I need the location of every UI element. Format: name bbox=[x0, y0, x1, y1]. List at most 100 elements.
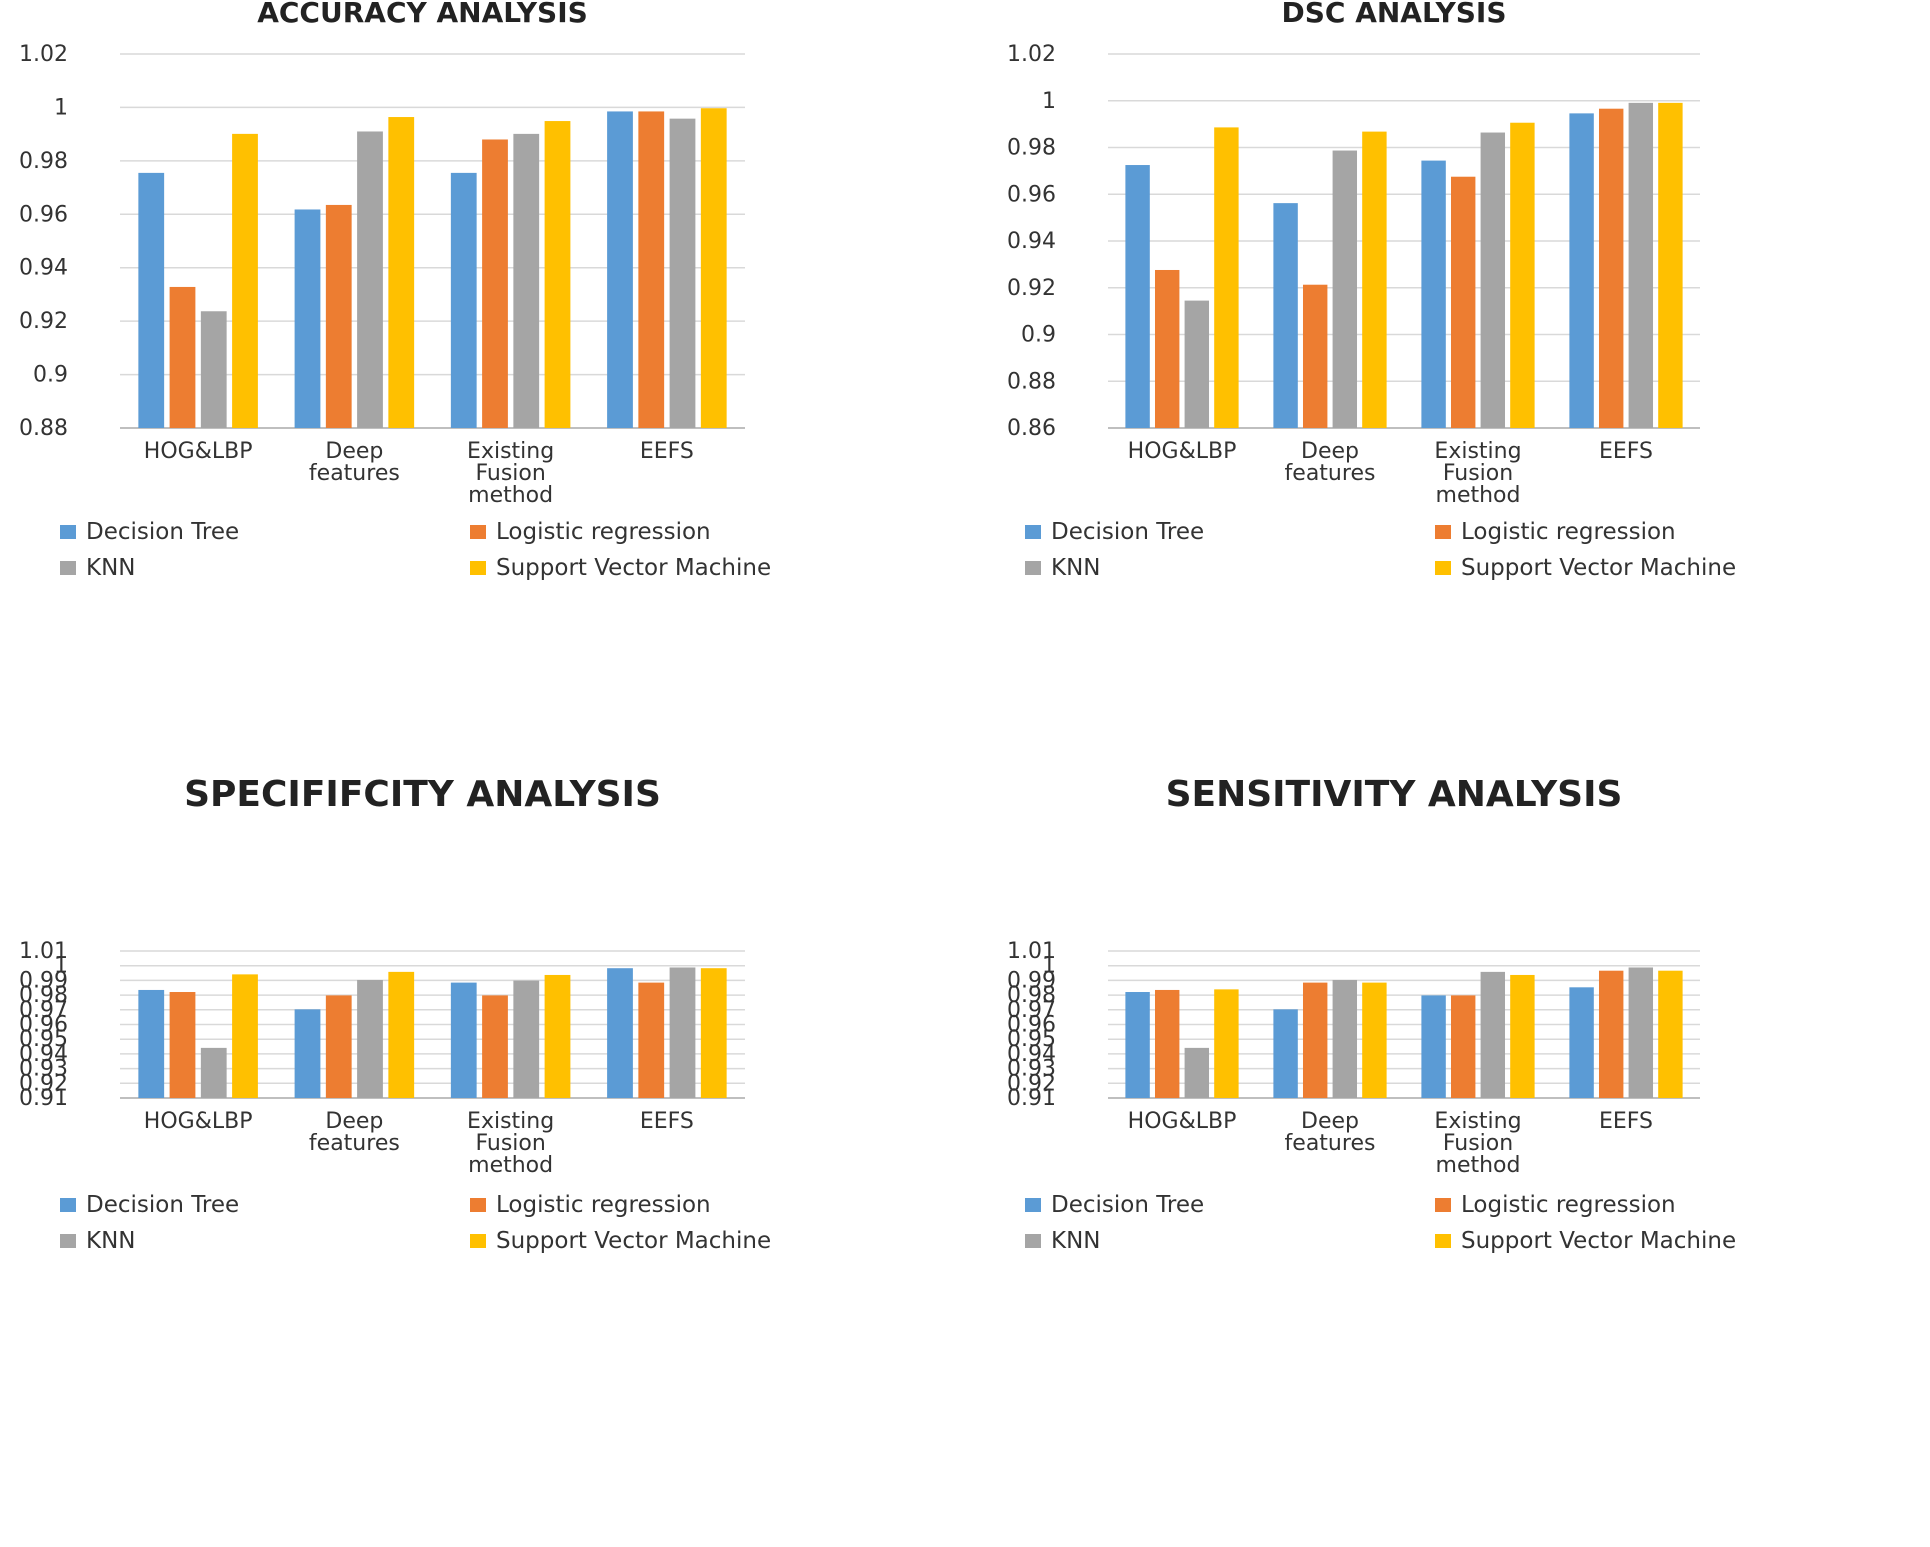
bar-eefs-svm bbox=[700, 968, 727, 1098]
legend-swatch-knn bbox=[60, 1234, 76, 1248]
y-tick-label: 0.86 bbox=[1007, 416, 1056, 441]
bar-eefs-svm bbox=[700, 108, 727, 428]
y-tick-label: 0.94 bbox=[1007, 229, 1056, 254]
bar-hog-lbp-knn bbox=[200, 1047, 227, 1098]
x-category-label: HOG&LBP bbox=[144, 1109, 253, 1134]
chart-title: DSC ANALYSIS bbox=[1282, 0, 1507, 29]
x-category-label: Existing bbox=[467, 1109, 554, 1134]
bar-existing-fusion-logistic-regression bbox=[482, 139, 508, 428]
bar-deep-features-svm bbox=[1362, 982, 1387, 1098]
bar-existing-fusion-knn bbox=[513, 133, 540, 428]
y-tick-label: 0.9 bbox=[1021, 323, 1056, 348]
y-tick-label: 0.94 bbox=[19, 256, 68, 281]
legend-label-svm: Support Vector Machine bbox=[496, 1228, 771, 1254]
x-category-label: Fusion bbox=[475, 1131, 545, 1156]
legend-swatch-svm bbox=[470, 561, 486, 575]
x-category-label: EEFS bbox=[1599, 1109, 1653, 1134]
x-category-label: method bbox=[1436, 1153, 1521, 1178]
legend-label-decision-tree: Decision Tree bbox=[86, 519, 239, 545]
bar-eefs-knn bbox=[1628, 967, 1654, 1098]
bar-hog-lbp-svm bbox=[1214, 989, 1239, 1098]
bar-existing-fusion-svm bbox=[1510, 974, 1535, 1098]
bar-hog-lbp-knn bbox=[1184, 1047, 1210, 1098]
legend-swatch-decision-tree bbox=[1025, 525, 1041, 539]
y-tick-label: 0.96 bbox=[1007, 182, 1056, 207]
bar-deep-features-svm bbox=[1362, 131, 1387, 429]
dsc-chart-panel: DSC ANALYSIS 0.86 0.88 0.9 0.92 0.94 0.96 0.98 1… bbox=[965, 0, 1930, 773]
specificity-chart: SPECIFIFCITY ANALYSIS0.910.920.930.940.9… bbox=[19, 774, 771, 1254]
legend-swatch-decision-tree bbox=[60, 1198, 76, 1212]
legend-label-knn: KNN bbox=[86, 555, 136, 581]
bar-hog-lbp-logistic-regression bbox=[1154, 269, 1180, 428]
bar-deep-features-decision-tree bbox=[294, 1009, 321, 1098]
legend-label-knn: KNN bbox=[86, 1228, 136, 1254]
bar-hog-lbp-decision-tree bbox=[138, 989, 165, 1098]
bar-eefs-logistic-regression bbox=[1598, 108, 1624, 428]
y-tick-label: 1 bbox=[54, 95, 68, 120]
legend-swatch-logistic-regression bbox=[470, 1198, 486, 1212]
legend-swatch-decision-tree bbox=[1025, 1198, 1041, 1212]
bar-deep-features-logistic-regression bbox=[1302, 284, 1328, 428]
sensitivity-chart-panel: SENSITIVITY ANALYSIS 0.91 0.92 0.93 0.94 0.95… bbox=[965, 773, 1930, 1546]
dsc-chart: DSC ANALYSIS 0.86 0.88 0.9 0.92 0.94 0.96 0.98 1… bbox=[1007, 0, 1736, 581]
y-tick-label: 0.92 bbox=[19, 1071, 68, 1096]
bar-existing-fusion-logistic-regression bbox=[482, 995, 508, 1098]
y-tick-label: 0.92 bbox=[1007, 1071, 1056, 1096]
bar-deep-features-knn bbox=[357, 979, 383, 1098]
bar-deep-features-svm bbox=[388, 117, 415, 428]
legend-label-logistic-regression: Logistic regression bbox=[1461, 519, 1676, 545]
bar-hog-lbp-logistic-regression bbox=[169, 992, 196, 1098]
x-category-label: HOG&LBP bbox=[1128, 439, 1237, 464]
bar-hog-lbp-logistic-regression bbox=[169, 286, 196, 428]
bar-eefs-decision-tree bbox=[1569, 987, 1594, 1098]
bar-existing-fusion-knn bbox=[1480, 971, 1506, 1098]
x-category-label: EEFS bbox=[640, 439, 694, 464]
y-tick-label: 0.98 bbox=[1007, 136, 1056, 161]
y-tick-label: 1.01 bbox=[1007, 939, 1056, 964]
bar-hog-lbp-svm bbox=[1214, 127, 1239, 429]
legend-label-knn: KNN bbox=[1051, 1228, 1101, 1254]
legend-swatch-svm bbox=[1435, 1234, 1451, 1248]
y-tick-label: 0.98 bbox=[19, 983, 68, 1008]
x-category-label: Fusion bbox=[1443, 461, 1513, 486]
y-tick-label: 0.93 bbox=[19, 1057, 68, 1082]
accuracy-chart-panel: ACCURACY ANALYSIS 0.88 0.9 0.92 0.94 0.96 0.98… bbox=[0, 0, 965, 773]
bar-hog-lbp-decision-tree bbox=[1125, 992, 1150, 1098]
y-tick-label: 0.93 bbox=[1007, 1057, 1056, 1082]
bar-eefs-knn bbox=[669, 967, 696, 1098]
bar-deep-features-logistic-regression bbox=[325, 995, 352, 1098]
legend-swatch-logistic-regression bbox=[1435, 1198, 1451, 1212]
legend-swatch-svm bbox=[470, 1234, 486, 1248]
bar-existing-fusion-svm bbox=[544, 121, 571, 428]
y-tick-label: 0.99 bbox=[1007, 968, 1056, 993]
bar-existing-fusion-svm bbox=[544, 974, 571, 1098]
bar-hog-lbp-knn bbox=[1184, 300, 1210, 428]
bar-hog-lbp-logistic-regression bbox=[1154, 989, 1180, 1098]
legend-swatch-svm bbox=[1435, 561, 1451, 575]
chart-title: SENSITIVITY ANALYSIS bbox=[1166, 774, 1623, 815]
bar-deep-features-svm bbox=[388, 971, 415, 1098]
y-tick-label: 0.88 bbox=[19, 416, 68, 441]
y-tick-label: 1.02 bbox=[19, 42, 68, 67]
bar-deep-features-decision-tree bbox=[294, 209, 321, 428]
y-tick-label: 0.97 bbox=[19, 998, 68, 1023]
y-tick-label: 0.97 bbox=[1007, 998, 1056, 1023]
bar-deep-features-knn bbox=[357, 131, 383, 428]
legend-label-svm: Support Vector Machine bbox=[1461, 555, 1736, 581]
bar-existing-fusion-decision-tree bbox=[1421, 160, 1446, 428]
legend-label-logistic-regression: Logistic regression bbox=[1461, 1192, 1676, 1218]
y-tick-label: 1 bbox=[1042, 89, 1056, 114]
y-tick-label: 0.98 bbox=[1007, 983, 1056, 1008]
x-category-label: EEFS bbox=[640, 1109, 694, 1134]
legend-label-svm: Support Vector Machine bbox=[1461, 1228, 1736, 1254]
x-category-label: features bbox=[1285, 1131, 1376, 1156]
bar-existing-fusion-knn bbox=[1480, 132, 1506, 429]
y-tick-label: 0.94 bbox=[1007, 1042, 1056, 1067]
x-category-label: Existing bbox=[1434, 1109, 1521, 1134]
x-category-label: method bbox=[468, 483, 553, 508]
sensitivity-chart: SENSITIVITY ANALYSIS 0.910.920.930.940.95… bbox=[1007, 774, 1736, 1254]
bar-deep-features-knn bbox=[1332, 979, 1358, 1098]
bar-eefs-knn bbox=[1628, 102, 1654, 428]
legend-label-svm: Support Vector Machine bbox=[496, 555, 771, 581]
legend-swatch-knn bbox=[1025, 1234, 1041, 1248]
